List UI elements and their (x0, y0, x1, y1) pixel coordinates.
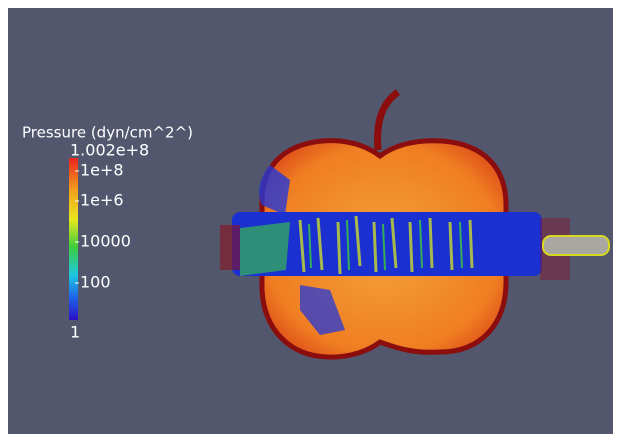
legend-tick-label: 100 (80, 273, 111, 292)
legend-tick-label: 1e+6 (80, 191, 124, 210)
legend-max-label: 1.002e+8 (70, 141, 149, 160)
legend-tick-label: 1e+8 (80, 161, 124, 180)
legend-title: Pressure (dyn/cm^2^) (22, 124, 193, 142)
legend-tick-label: 10000 (80, 232, 131, 251)
legend-ticks (75, 170, 79, 284)
simulation-render (220, 89, 610, 360)
legend-tick-label: 1 (70, 323, 80, 342)
color-bar (69, 158, 78, 320)
